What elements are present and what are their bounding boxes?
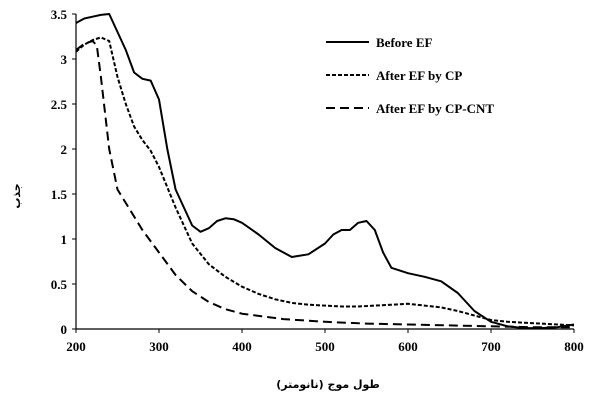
axes	[75, 14, 574, 330]
y-tick-label: 2.5	[51, 97, 68, 112]
x-tick-label: 500	[315, 339, 335, 354]
y-tick-label: 1.5	[51, 187, 68, 202]
y-tick-label: 1	[61, 232, 68, 247]
series-line-1	[75, 13, 575, 330]
x-tick-label: 800	[564, 339, 584, 354]
x-axis-title: طول موج (نانومتر)	[276, 378, 380, 392]
legend: Before EF After EF by CP After EF by CP-CN…	[326, 35, 494, 116]
y-tick-label: 3	[61, 52, 68, 67]
legend-label: Before EF	[376, 35, 432, 50]
y-tick-label: 0	[61, 322, 68, 337]
y-axis-title: جذب	[10, 183, 23, 208]
y-tick-label: 3.5	[51, 7, 68, 22]
x-tick-label: 200	[66, 339, 86, 354]
legend-label: After EF by CP	[376, 68, 462, 83]
series-line-2	[75, 36, 575, 327]
x-tick-label: 400	[232, 339, 252, 354]
ticks: 200 300 400 500 600 700 800 0 0.5 1 1.5 2 2.5 3 3.5	[51, 7, 584, 354]
x-tick-label: 700	[481, 339, 501, 354]
x-tick-label: 300	[149, 339, 169, 354]
y-tick-label: 0.5	[51, 277, 68, 292]
y-tick-label: 2	[61, 142, 68, 157]
series-line-3	[75, 40, 574, 329]
series	[75, 13, 575, 330]
x-tick-label: 600	[398, 339, 418, 354]
legend-label: After EF by CP-CNT	[376, 101, 494, 116]
